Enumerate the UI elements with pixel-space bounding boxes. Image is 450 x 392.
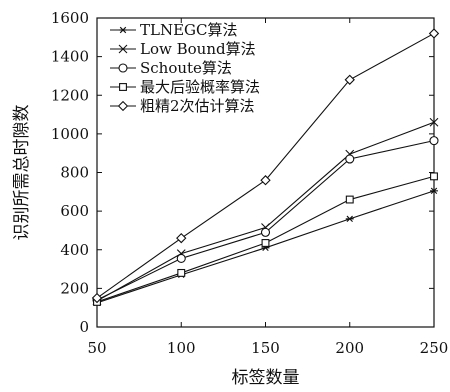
x-tick-label: 200 [335,339,364,357]
legend-label: Low Bound算法 [140,40,256,58]
data-point [176,232,187,244]
legend-entry: 最大后验概率算法 [110,78,260,96]
x-tick-label: 100 [167,339,196,357]
series-5 [91,28,440,304]
data-point [260,227,271,237]
data-point [430,187,438,195]
series-layer [91,28,440,307]
data-point [345,154,355,164]
data-point [176,253,186,263]
y-axis: 0 200 400 600 800 1000 1200 1400 1600 [51,9,434,336]
y-tick-label: 200 [60,279,89,297]
data-point [428,28,440,39]
y-tick-label: 400 [60,241,89,259]
legend-marker [118,63,128,73]
series-4 [93,172,438,306]
x-tick-label: 50 [87,339,106,357]
legend-label: 最大后验概率算法 [140,78,260,96]
legend-entry: TLNEGC算法 [110,21,238,39]
legend-entry: 粗精2次估计算法 [110,97,255,115]
y-tick-label: 1400 [51,48,89,66]
data-point [430,172,438,181]
data-point [261,239,270,247]
x-tick-label: 250 [420,339,449,357]
y-tick-label: 1000 [51,125,89,143]
y-axis-label: 识别所需总时隙数 [12,105,32,241]
data-point [345,195,354,204]
y-tick-label: 800 [60,164,89,182]
data-point [177,268,186,277]
y-tick-label: 600 [60,202,89,220]
legend-label: 粗精2次估计算法 [140,97,255,115]
legend-entry: Low Bound算法 [110,40,256,58]
legend-entry: Schoute算法 [110,59,232,77]
y-tick-label: 1200 [51,86,89,104]
x-tick-label: 150 [251,339,280,357]
legend-marker [119,26,127,34]
data-point [429,136,439,146]
y-tick-label: 0 [79,318,89,336]
y-tick-label: 1600 [51,9,89,27]
data-point [345,215,354,223]
data-point [429,117,439,127]
x-axis-label: 标签数量 [232,368,300,388]
legend-marker [119,83,127,91]
legend-label: Schoute算法 [140,59,232,77]
series-3 [92,136,439,305]
data-point [344,74,355,85]
data-point [260,175,271,186]
legend-marker [117,100,129,112]
x-axis: 50 100 150 200 250 [87,18,448,357]
data-point [91,292,103,304]
series-line [96,140,435,301]
legend-label: TLNEGC算法 [140,21,238,39]
series-line [96,121,435,302]
legend-marker [118,44,128,54]
